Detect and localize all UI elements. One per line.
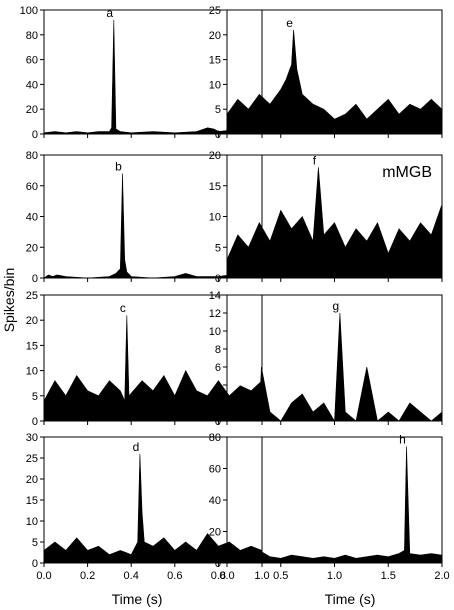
y-tick-label: 15 [26, 340, 38, 352]
x-tick-label: 0.8 [211, 570, 226, 582]
y-tick-label: 20 [26, 242, 38, 254]
y-tick-label: 0 [215, 273, 221, 285]
histogram-b [43, 173, 262, 279]
y-tick-label: 40 [209, 495, 221, 507]
y-tick-label: 5 [32, 391, 38, 403]
x-tick-label: 2.0 [434, 570, 449, 582]
y-tick-label: 30 [26, 432, 38, 444]
y-tick-label: 25 [26, 290, 38, 302]
y-tick-label: 20 [209, 527, 221, 539]
panel-b: 0 20 40 60 80 b [26, 150, 263, 285]
x-tick-label: 1.0 [327, 570, 342, 582]
y-tick-label: 20 [26, 315, 38, 327]
y-tick-label: 80 [26, 150, 38, 162]
x-axis-label-left: Time (s) [112, 591, 163, 607]
y-tick-label: 10 [209, 79, 221, 91]
y-tick-label: 10 [26, 366, 38, 378]
y-tick-label: 10 [209, 326, 221, 338]
peak-label-g: g [333, 299, 340, 313]
y-tick-label: 5 [215, 242, 221, 254]
y-tick-label: 15 [26, 495, 38, 507]
x-tick-label: 0.5 [273, 570, 288, 582]
y-tick-label: 0 [215, 416, 221, 428]
y-tick-label: 10 [209, 212, 221, 224]
y-tick-label: 60 [26, 181, 38, 193]
x-tick-label: 1.5 [381, 570, 396, 582]
y-axis-label: Spikes/bin [1, 268, 17, 333]
histogram-f [226, 167, 443, 279]
y-tick-label: 5 [215, 104, 221, 116]
peak-label-f: f [313, 153, 317, 167]
y-tick-label: 5 [32, 537, 38, 549]
y-tick-label: 25 [209, 5, 221, 17]
panel-f: 0 5 10 15 20 f mMGB [209, 150, 443, 285]
y-tick-label: 80 [209, 432, 221, 444]
y-tick-label: 6 [215, 362, 221, 374]
peak-label-b: b [115, 159, 122, 173]
histogram-e [226, 29, 443, 135]
x-tick-label: 0.0 [36, 570, 51, 582]
region-label: mMGB [382, 164, 432, 181]
y-tick-label: 20 [26, 104, 38, 116]
x-tick-label: 0.0 [219, 570, 234, 582]
panel-g: 0 2 4 6 8 10 12 14 g [209, 290, 443, 428]
x-tick-label: 0.6 [167, 570, 182, 582]
y-tick-label: 0 [32, 558, 38, 570]
y-tick-label: 12 [209, 308, 221, 320]
x-tick-label: 1.0 [254, 570, 269, 582]
y-tick-label: 0 [215, 129, 221, 141]
y-tick-label: 20 [209, 30, 221, 42]
x-tick-label: 0.2 [80, 570, 95, 582]
y-tick-label: 14 [209, 290, 221, 302]
y-tick-label: 60 [209, 464, 221, 476]
histogram-d [43, 453, 263, 564]
histogram-g [226, 312, 443, 423]
panel-d: 0 5 10 15 20 25 30 0.0 0.2 0.4 0.6 0.8 1.0 d [26, 432, 270, 582]
x-tick-label: 0.4 [124, 570, 139, 582]
y-tick-label: 15 [209, 181, 221, 193]
y-tick-label: 4 [215, 380, 221, 392]
histogram-c [43, 315, 263, 422]
y-tick-label: 20 [26, 474, 38, 486]
x-axis-label-right: Time (s) [325, 591, 376, 607]
panel-e: 0 5 10 15 20 25 e [209, 5, 443, 141]
y-tick-label: 0 [215, 558, 221, 570]
y-tick-label: 80 [26, 30, 38, 42]
y-tick-label: 0 [32, 416, 38, 428]
peak-label-e: e [286, 16, 293, 30]
y-tick-label: 10 [26, 516, 38, 528]
peak-label-h: h [399, 432, 406, 446]
y-tick-label: 15 [209, 55, 221, 67]
y-tick-label: 40 [26, 79, 38, 91]
histogram-h [226, 446, 443, 564]
y-tick-label: 25 [26, 453, 38, 465]
y-tick-label: 60 [26, 55, 38, 67]
y-tick-label: 2 [215, 398, 221, 410]
peak-label-c: c [120, 301, 126, 315]
y-tick-label: 20 [209, 150, 221, 162]
y-tick-label: 40 [26, 212, 38, 224]
peak-label-d: d [133, 440, 140, 454]
y-tick-label: 100 [20, 5, 38, 17]
y-tick-label: 8 [215, 344, 221, 356]
y-tick-label: 0 [32, 129, 38, 141]
panel-h: 0 20 40 60 80 0.0 0.5 1.0 1.5 2.0 h [209, 432, 450, 582]
y-tick-label: 0 [32, 273, 38, 285]
peak-label-a: a [106, 6, 113, 20]
